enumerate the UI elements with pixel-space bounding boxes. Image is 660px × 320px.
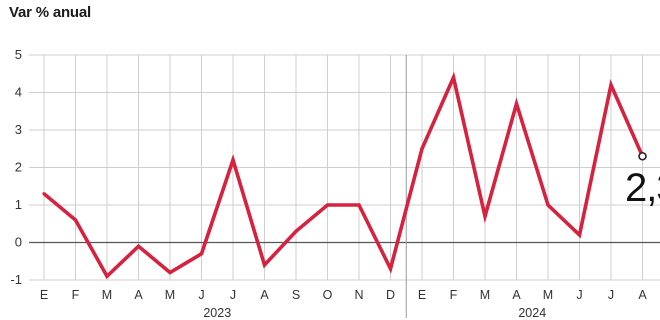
x-tick-label: N (354, 288, 363, 302)
data-point (42, 192, 46, 196)
data-point (609, 83, 613, 87)
data-point (294, 229, 298, 233)
data-point (483, 214, 487, 218)
y-tick-label: 4 (15, 85, 22, 100)
x-tick-label: A (638, 288, 647, 302)
data-point (451, 75, 456, 80)
x-tick-label: M (543, 288, 553, 302)
data-point (514, 102, 519, 106)
x-tick-label: A (512, 288, 521, 302)
x-tick-label: O (323, 288, 333, 302)
data-point (136, 244, 141, 248)
series-line (42, 71, 645, 280)
data-point (105, 274, 109, 278)
x-tick-label: J (576, 288, 582, 302)
x-tick-label: D (386, 288, 395, 302)
x-tick-label: F (72, 288, 80, 302)
year-label: 2023 (203, 306, 231, 320)
data-point (168, 270, 172, 275)
x-tick-label: J (198, 288, 204, 302)
x-tick-label: A (134, 288, 143, 302)
x-tick-label: J (608, 288, 614, 302)
data-point (325, 203, 330, 207)
y-tick-label: -1 (10, 272, 22, 287)
x-tick-label: M (102, 288, 112, 302)
x-tick-label: F (450, 288, 458, 302)
data-point (231, 158, 235, 162)
x-tick-label: M (165, 288, 175, 302)
data-point (73, 218, 78, 222)
x-tick-label: A (260, 288, 269, 302)
y-tick-label: 2 (15, 160, 22, 175)
data-point (577, 233, 582, 237)
y-tick-label: 3 (15, 122, 22, 137)
data-point (388, 267, 393, 271)
y-tick-label: 5 (15, 47, 22, 62)
x-tick-label: E (418, 288, 426, 302)
last-value-marker (638, 151, 647, 161)
data-point (262, 263, 267, 267)
x-tick-label: M (480, 288, 490, 302)
data-point (420, 147, 424, 151)
data-point (199, 252, 204, 256)
y-tick-label: 0 (15, 235, 22, 250)
data-point (546, 203, 550, 207)
last-value-label: 2,3 (625, 166, 660, 210)
x-tick-label: E (40, 288, 48, 302)
y-tick-label: 1 (15, 197, 22, 212)
x-tick-label: S (292, 288, 300, 302)
y-axis-label: Var % anual (9, 4, 92, 21)
data-point (357, 203, 361, 207)
year-label: 2024 (518, 306, 546, 320)
x-tick-label: J (230, 288, 236, 302)
